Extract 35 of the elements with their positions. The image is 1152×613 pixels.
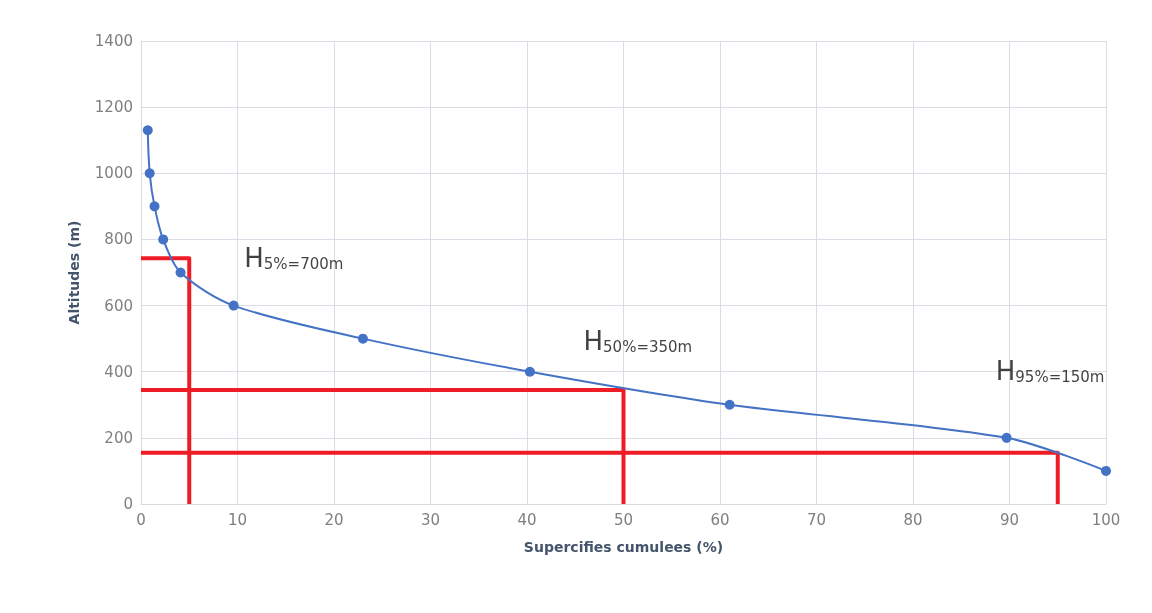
point [158,234,169,245]
y-tick-label: 1200 [94,98,133,117]
point [524,366,535,377]
y-tick-label: 600 [104,296,133,315]
x-tick-label: 100 [1091,510,1121,529]
point [175,267,186,278]
y-tick-label: 400 [104,362,133,381]
y-tick-label: 200 [104,428,133,447]
point [1101,465,1111,476]
x-tick-label: 40 [517,510,537,529]
point [142,125,153,136]
point [228,300,239,311]
y-tick-label: 0 [123,495,133,513]
x-tick-label: 50 [613,510,634,529]
point [1001,432,1012,443]
annotation: H5%=700m [244,243,344,274]
x-tick-label: 70 [806,510,827,529]
x-tick-label: 80 [903,510,923,529]
annotation: H50%=350m [583,325,693,356]
y-tick-label: 800 [104,230,133,249]
x-tick-label: 10 [227,510,248,529]
y-axis-title: Altitudes (m) [66,220,82,325]
y-tick-label: 1400 [94,32,133,50]
x-tick-label: 0 [136,510,146,529]
point [724,399,735,410]
point [149,201,160,212]
x-tick-label: 90 [999,510,1020,529]
annotation: H95%=150m [995,355,1105,386]
x-tick-label: 30 [420,510,441,529]
point [144,168,155,179]
x-tick-label: 20 [324,510,344,529]
x-tick-label: 60 [710,510,730,529]
x-axis-title: Supercifies cumulees (%) [523,539,724,555]
y-tick-label: 1000 [94,164,133,183]
point [357,333,368,344]
